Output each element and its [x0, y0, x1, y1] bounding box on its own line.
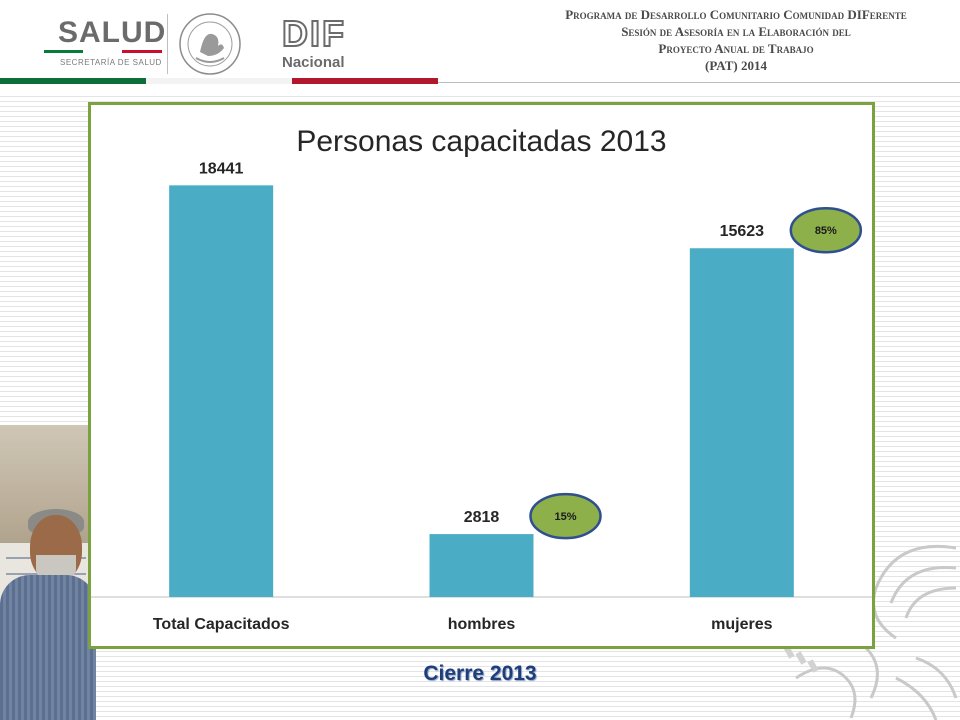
program-title-line: Proyecto Anual de Trabajo — [658, 41, 814, 56]
logo-divider — [167, 14, 168, 74]
data-label: 18441 — [199, 160, 244, 177]
slide-caption: Cierre 2013 — [423, 662, 537, 685]
x-tick-label: hombres — [448, 616, 516, 633]
program-title-line: Programa de Desarrollo Comunitario Comun… — [565, 7, 907, 22]
trainer-photo — [0, 425, 96, 720]
header-rule — [438, 82, 960, 83]
x-tick-label: mujeres — [711, 616, 772, 633]
data-label: 15623 — [720, 223, 765, 240]
data-label: 2818 — [464, 509, 500, 526]
dif-logo-text: DIF — [281, 13, 346, 54]
program-title: Programa de Desarrollo Comunitario Comun… — [512, 6, 960, 74]
bar — [169, 185, 274, 597]
program-title-line: (PAT) 2014 — [705, 58, 767, 73]
program-title-line: Sesión de Asesoría en la Elaboración del — [621, 24, 851, 39]
bar — [429, 534, 534, 597]
percent-badge — [529, 492, 602, 540]
x-tick-label: Total Capacitados — [153, 616, 290, 633]
percent-label: 15% — [554, 511, 576, 523]
salud-flag-stripe — [44, 50, 162, 53]
tricolor-green — [0, 78, 146, 84]
chart-title: Personas capacitadas 2013 — [296, 125, 666, 158]
tricolor-red — [292, 78, 438, 84]
percent-label: 85% — [815, 225, 837, 237]
salud-subtitle: SECRETARÍA DE SALUD — [60, 58, 162, 67]
percent-badge — [789, 206, 863, 254]
mexico-seal-icon — [179, 13, 241, 75]
bar — [689, 248, 794, 597]
dif-logo: DIF Nacional — [281, 13, 352, 72]
photo-shirt — [0, 575, 96, 720]
salud-logo: SALUD SECRETARÍA DE SALUD — [44, 16, 167, 72]
dif-subtitle: Nacional — [282, 54, 345, 71]
salud-logo-text: SALUD — [58, 16, 167, 49]
tricolor-white — [146, 78, 292, 84]
header: SALUD SECRETARÍA DE SALUD DIF Nacional P… — [0, 0, 960, 92]
chart-frame: Personas capacitadas 2013 18441 Total Capa… — [88, 102, 875, 649]
bar-chart: Personas capacitadas 2013 18441 Total Capa… — [91, 125, 872, 633]
